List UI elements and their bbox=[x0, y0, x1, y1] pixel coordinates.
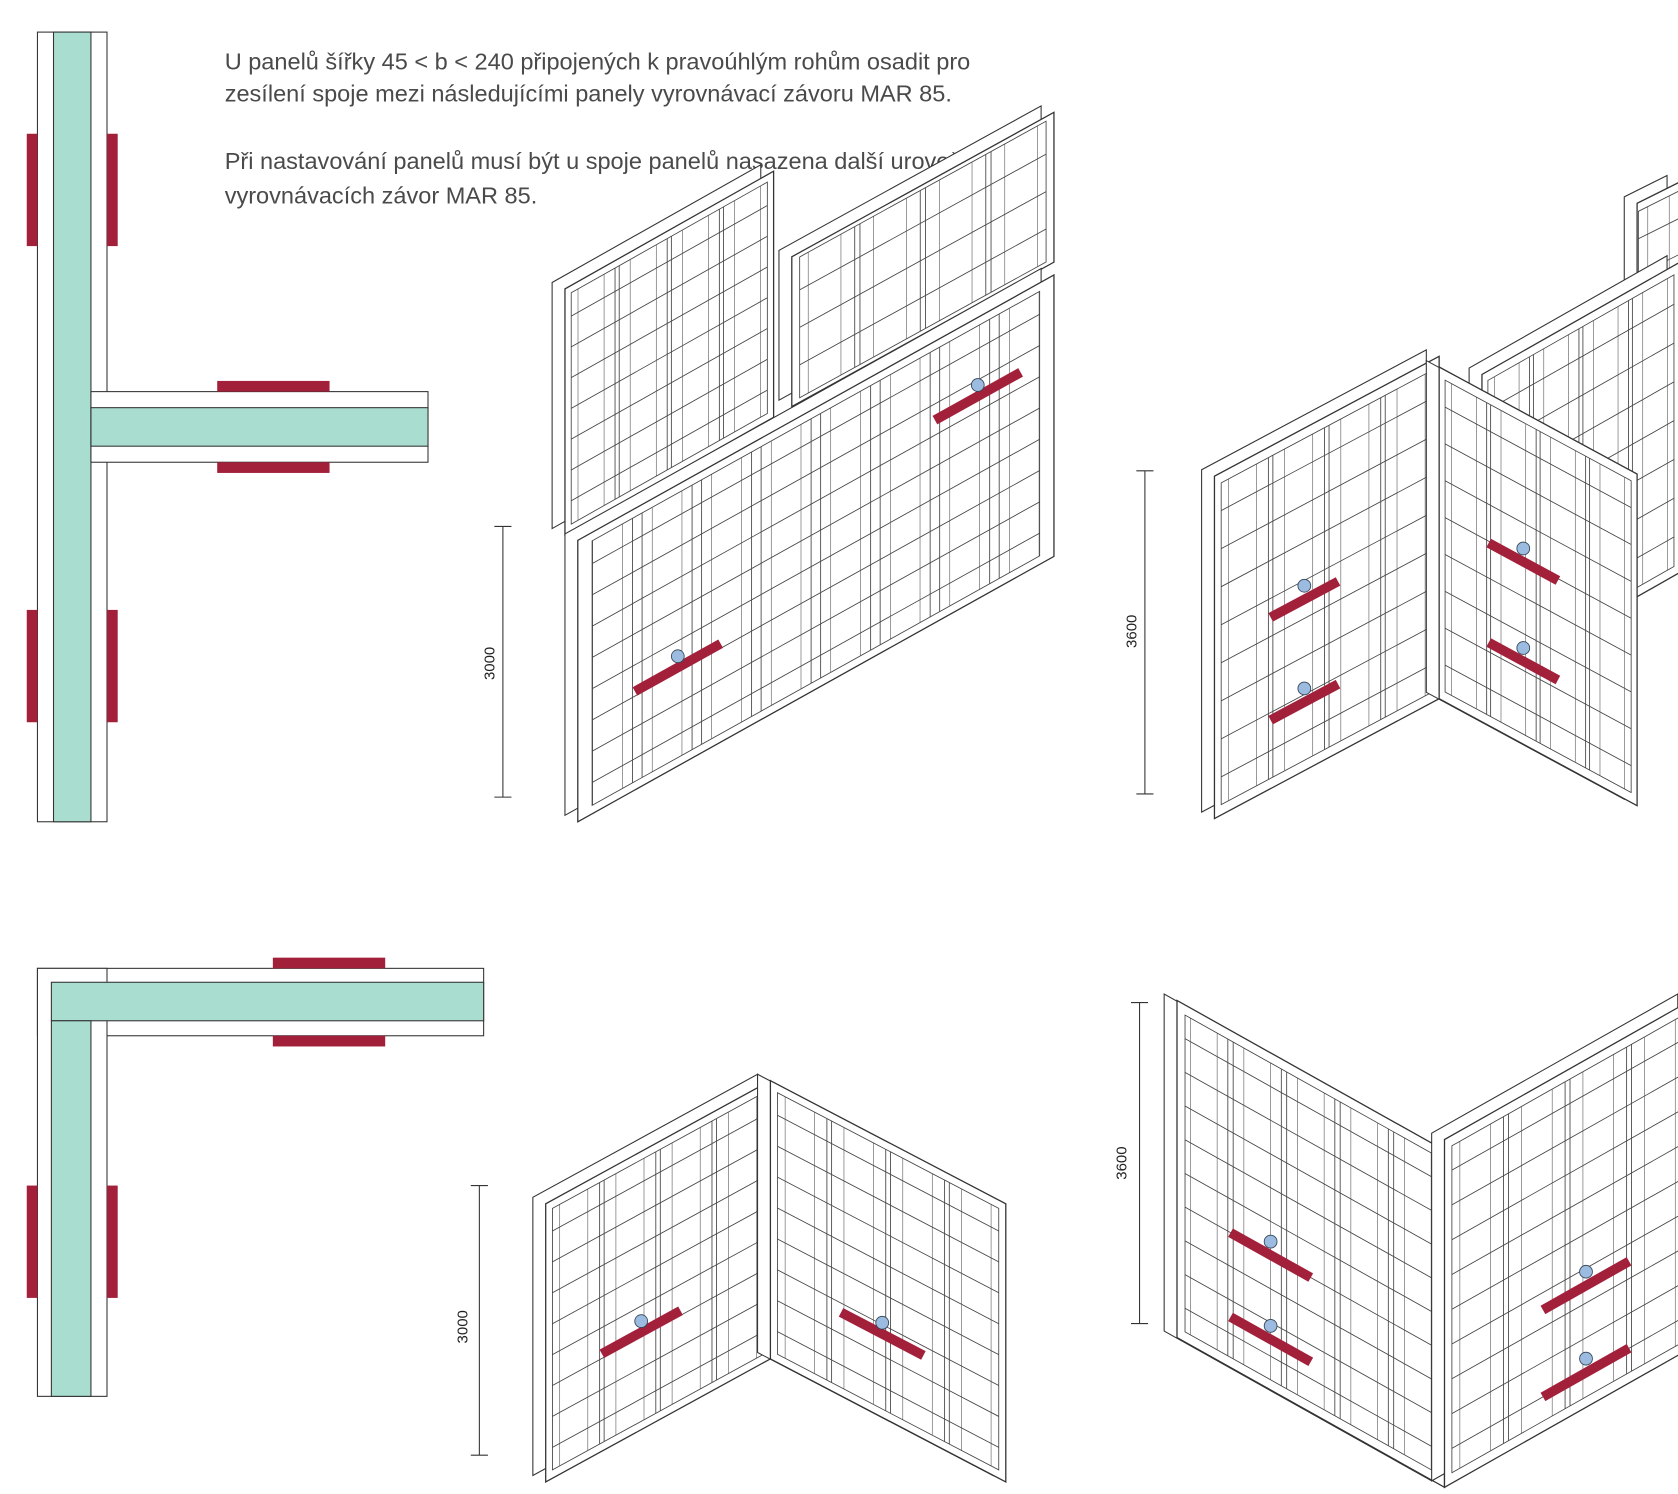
clamp bbox=[1297, 681, 1312, 696]
clamp bbox=[970, 378, 985, 392]
dimension: 3600 bbox=[1123, 470, 1154, 795]
plan-l-corner bbox=[26, 957, 485, 1397]
plan-clamp bbox=[272, 957, 386, 969]
panel-rib bbox=[591, 438, 1040, 690]
plan-clamp bbox=[272, 1035, 386, 1047]
panel-inner bbox=[777, 1092, 1000, 1471]
plan-wall bbox=[50, 981, 485, 1022]
text-line: zesílení spoje mezi následujícími panely… bbox=[225, 81, 952, 107]
clamp bbox=[1263, 1319, 1278, 1333]
plan-clamp bbox=[26, 609, 38, 723]
panel-face bbox=[1443, 1006, 1678, 1489]
panel-rib bbox=[1184, 1307, 1437, 1450]
sheet-content: U panelů šířky 45 < b < 240 připojených … bbox=[26, 31, 1678, 1489]
text-line: vyrovnávacích závor MAR 85. bbox=[225, 182, 538, 208]
panel-rib bbox=[591, 532, 1040, 783]
plan-clamp bbox=[26, 1185, 38, 1298]
panel-rib bbox=[591, 313, 1040, 565]
plan-clamp bbox=[107, 609, 118, 723]
clamp bbox=[634, 1314, 649, 1329]
clamp bbox=[1297, 578, 1312, 593]
plan-clamp bbox=[107, 1185, 118, 1298]
panel-rib bbox=[1184, 1105, 1437, 1248]
plan-clamp bbox=[217, 380, 330, 392]
panel-rib bbox=[1184, 1240, 1437, 1383]
panel-rib bbox=[1184, 1173, 1437, 1315]
panel-inner bbox=[799, 120, 1047, 399]
plan-clamp bbox=[26, 133, 38, 247]
panel-rib bbox=[591, 376, 1040, 627]
alignment-rail bbox=[1268, 679, 1341, 725]
plan-clamp bbox=[107, 133, 118, 247]
text-line: Při nastavování panelů musí být u spoje … bbox=[225, 148, 963, 174]
plan-wall bbox=[50, 1020, 92, 1397]
clamp bbox=[875, 1315, 890, 1330]
panel-inner bbox=[1444, 379, 1632, 794]
dimension: 3600 bbox=[1114, 1002, 1149, 1325]
panel-rib bbox=[591, 407, 1040, 658]
panel-rib bbox=[1184, 1071, 1437, 1214]
alignment-rail bbox=[1486, 538, 1561, 585]
dimension-label: 3000 bbox=[455, 1310, 472, 1343]
clamp bbox=[670, 649, 685, 664]
panel-face bbox=[1438, 365, 1638, 807]
alignment-rail bbox=[1268, 577, 1341, 622]
plan-t-junction bbox=[26, 31, 429, 823]
panel-face bbox=[769, 1079, 1007, 1484]
alignment-rail bbox=[932, 368, 1023, 425]
dimension-label: 3600 bbox=[1123, 615, 1140, 648]
panel-face bbox=[577, 273, 1055, 823]
clamp bbox=[1263, 1234, 1278, 1249]
panel-rib bbox=[1184, 1274, 1437, 1416]
plan-wall bbox=[90, 407, 429, 447]
alignment-rail bbox=[632, 639, 723, 696]
panel-inner bbox=[1451, 1017, 1678, 1474]
panel-rib bbox=[591, 501, 1040, 752]
panel-rib bbox=[1184, 1038, 1437, 1180]
isometric-views bbox=[532, 105, 1678, 1489]
panel-rib bbox=[1638, 218, 1678, 240]
clamp bbox=[1579, 1351, 1593, 1366]
alignment-rail bbox=[1228, 1312, 1314, 1367]
clamp bbox=[1516, 641, 1531, 655]
panel-inner bbox=[570, 181, 768, 525]
panel-rib bbox=[1184, 1139, 1437, 1281]
panel-rib bbox=[591, 345, 1040, 596]
dimension-label: 3000 bbox=[481, 647, 498, 680]
alignment-rail bbox=[599, 1306, 683, 1359]
alignment-rail bbox=[1540, 1344, 1632, 1402]
clamp bbox=[1579, 1264, 1593, 1279]
alignment-rail bbox=[838, 1308, 926, 1360]
alignment-rail bbox=[1486, 638, 1561, 685]
dimension: 3000 bbox=[481, 525, 512, 798]
plan-clamp bbox=[217, 462, 330, 473]
alignment-rail bbox=[1228, 1228, 1314, 1282]
text-line: U panelů šířky 45 < b < 240 připojených … bbox=[225, 49, 971, 75]
alignment-rail bbox=[1540, 1257, 1632, 1315]
dimension: 3000 bbox=[455, 1185, 488, 1456]
clamp bbox=[1516, 541, 1531, 556]
plan-wall bbox=[52, 31, 92, 823]
dimension-label: 3600 bbox=[1114, 1146, 1131, 1179]
